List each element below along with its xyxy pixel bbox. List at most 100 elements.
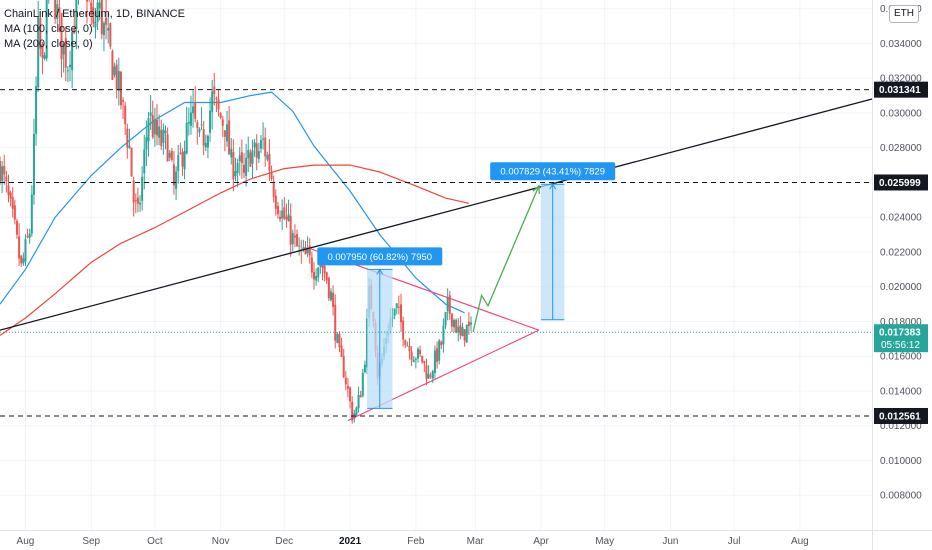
candle — [446, 288, 449, 321]
measure-label: 0.007950 (60.82%) 7950 — [327, 252, 432, 263]
candle — [26, 228, 29, 239]
candle — [270, 165, 273, 182]
level-price-label: 0.025999 — [879, 178, 921, 189]
candle — [213, 72, 216, 106]
candle — [329, 288, 332, 302]
y-tick-label: 0.032000 — [880, 74, 922, 85]
candle — [204, 134, 207, 152]
candle — [111, 49, 114, 81]
candle — [410, 346, 413, 366]
candle — [94, 8, 97, 39]
candle — [9, 190, 12, 207]
candle — [126, 123, 129, 159]
y-tick-label: 0.024000 — [880, 213, 922, 224]
level-price-tag — [874, 407, 928, 424]
candle — [124, 101, 127, 135]
candle — [240, 139, 243, 179]
candle — [423, 360, 426, 373]
candle — [132, 176, 135, 217]
candle — [349, 386, 352, 409]
candle — [272, 175, 275, 203]
candle — [289, 203, 292, 257]
candle — [304, 240, 307, 255]
candle — [149, 94, 152, 130]
candle — [179, 142, 182, 155]
candle — [404, 339, 407, 349]
candle — [442, 318, 445, 353]
candle — [315, 268, 318, 286]
candle — [100, 0, 103, 40]
candle — [470, 316, 473, 332]
candle — [153, 107, 156, 147]
rising-trendline — [0, 98, 873, 331]
x-tick-label: Mar — [467, 536, 485, 547]
candle — [467, 312, 470, 335]
candle — [206, 134, 209, 159]
candle — [56, 0, 59, 25]
x-tick-label: Feb — [407, 536, 425, 547]
candle — [230, 137, 233, 165]
candle — [170, 147, 173, 162]
candle — [122, 97, 125, 119]
candle — [189, 95, 192, 135]
candle — [145, 120, 148, 166]
candle — [109, 22, 112, 50]
candle — [427, 365, 430, 380]
y-tick-label: 0.030000 — [880, 108, 922, 119]
candle — [1, 160, 4, 194]
y-tick-label: 0.010000 — [880, 456, 922, 467]
price-axis[interactable]: 0.008000 0.010000 0.012000 0.014000 0.016000… — [872, 0, 932, 550]
candle — [139, 195, 142, 212]
legend-ma200[interactable]: MA (200, close, 0) — [4, 38, 93, 50]
grid — [0, 0, 872, 530]
candle — [238, 146, 241, 176]
y-tick-label: 0.020000 — [880, 282, 922, 293]
y-tick-label: 0.018000 — [880, 317, 922, 328]
currency-badge[interactable]: ETH — [889, 5, 919, 23]
candle — [183, 140, 186, 180]
candle — [98, 0, 101, 21]
candle — [395, 303, 398, 315]
candle — [5, 170, 8, 193]
y-tick-label: 0.008000 — [880, 491, 922, 502]
measure-label-box — [317, 247, 443, 266]
candle — [151, 100, 154, 140]
candle — [168, 149, 171, 162]
candle — [419, 345, 422, 358]
candle — [450, 313, 453, 333]
candle — [223, 130, 226, 152]
candle — [296, 229, 299, 247]
candle — [48, 0, 50, 4]
candle — [245, 143, 248, 187]
candle — [266, 151, 269, 162]
candle — [143, 134, 146, 190]
x-tick-label: Jul — [728, 536, 741, 547]
candle — [62, 43, 65, 73]
x-tick-label: Nov — [212, 536, 230, 547]
y-tick-label: 0.016000 — [880, 352, 922, 363]
candle — [313, 262, 316, 290]
legend-ma100[interactable]: MA (100, close, 0) — [4, 23, 93, 35]
x-tick-label: 2021 — [339, 536, 362, 547]
current-price-label: 0.017383 — [879, 328, 921, 339]
legend-symbol[interactable]: ChainLink / Ethereum, 1D, BINANCE — [4, 8, 185, 20]
candle — [414, 357, 417, 369]
candle — [226, 110, 229, 147]
price-range-measure: 0.007829 (43.41%) 7829 — [490, 162, 616, 321]
candle — [156, 104, 159, 146]
candle — [308, 238, 311, 264]
candle — [39, 11, 42, 57]
candle — [32, 118, 35, 205]
candle — [134, 193, 137, 214]
candle — [416, 347, 419, 363]
candle — [73, 10, 76, 35]
candle — [264, 127, 267, 167]
candle — [202, 120, 205, 156]
candle — [219, 112, 222, 120]
candle — [209, 97, 212, 142]
time-axis[interactable]: Aug Sep Oct Nov Dec 2021 Feb Mar Apr May Jun Jul Aug — [0, 530, 932, 548]
candle — [397, 295, 400, 315]
bar-countdown: 05:56:12 — [881, 340, 920, 351]
candle — [11, 187, 14, 218]
